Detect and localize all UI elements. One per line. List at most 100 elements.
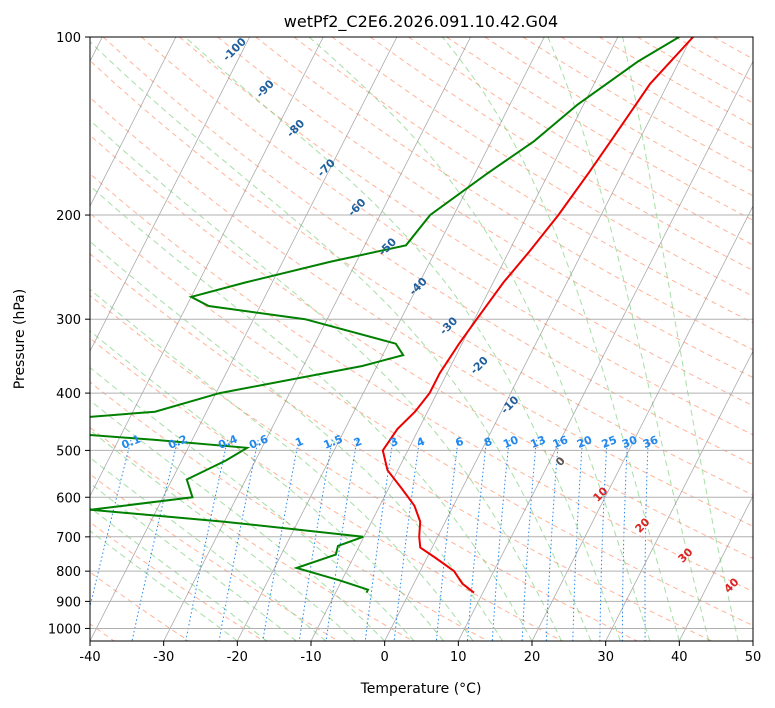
mixing-ratio-label: 16 bbox=[551, 433, 570, 451]
mixing-ratio-label: 13 bbox=[529, 433, 548, 451]
isotherm bbox=[384, 37, 692, 641]
isotherm bbox=[163, 37, 471, 641]
y-tick-label: 200 bbox=[56, 209, 81, 224]
y-tick-label: 900 bbox=[56, 595, 81, 610]
isotherm bbox=[90, 37, 177, 207]
mixing-ratio-line bbox=[545, 439, 559, 641]
plot-area bbox=[90, 37, 753, 641]
dry-adiabat bbox=[713, 37, 753, 60]
dewpoint-profile bbox=[90, 37, 680, 594]
mixing-ratio-label: 8 bbox=[482, 435, 494, 450]
moist-adiabat bbox=[90, 429, 356, 641]
mixing-ratio-line bbox=[325, 439, 358, 641]
dry-adiabat bbox=[751, 37, 753, 39]
y-axis: 100 200 300 400 500 600 700 800 900 1000 bbox=[48, 31, 90, 638]
dry-adiabat bbox=[90, 521, 264, 641]
dry-adiabat-label: -20 bbox=[468, 354, 491, 377]
dry-adiabat-label: -40 bbox=[407, 275, 430, 298]
mixing-ratio-line bbox=[491, 439, 510, 641]
mixing-ratio-line bbox=[364, 439, 394, 641]
dry-adiabat bbox=[90, 134, 753, 560]
x-axis: -40 -30 -20 -10 0 10 20 30 40 50 bbox=[79, 641, 761, 665]
mixing-ratio-line bbox=[393, 439, 420, 641]
dry-adiabat-label: -90 bbox=[254, 77, 277, 100]
y-tick-label: 100 bbox=[56, 31, 81, 46]
moist-adiabat bbox=[90, 366, 415, 641]
dry-adiabat bbox=[90, 253, 712, 641]
x-tick-label: -10 bbox=[300, 650, 321, 665]
line-labels: -100-90-80-70-60-50-40-30-20-10010203040… bbox=[120, 35, 742, 596]
moist-adiabat bbox=[90, 288, 474, 641]
y-tick-label: 300 bbox=[56, 313, 81, 328]
moist-adiabat bbox=[184, 37, 621, 641]
mixing-ratio-label: 0.6 bbox=[247, 432, 270, 451]
moist-adiabat bbox=[90, 240, 503, 641]
mixing-ratio-line bbox=[90, 439, 132, 609]
isotherm bbox=[310, 37, 619, 641]
mixing-ratio-line bbox=[599, 439, 608, 641]
dry-adiabat bbox=[637, 37, 753, 104]
y-axis-label: Pressure (hPa) bbox=[12, 289, 28, 389]
moist-adiabat-label: 10 bbox=[591, 484, 611, 504]
dry-adiabat bbox=[90, 173, 753, 593]
isotherm bbox=[531, 205, 753, 641]
mixing-ratio-label: 0.2 bbox=[166, 432, 189, 451]
moist-adiabat bbox=[90, 482, 297, 641]
isotherm bbox=[678, 495, 753, 641]
moist-adiabat bbox=[90, 506, 268, 641]
mixing-ratio-label: 36 bbox=[641, 433, 660, 451]
mixing-ratio-label: 0.4 bbox=[216, 432, 239, 451]
moist-adiabat bbox=[308, 37, 651, 641]
isotherm bbox=[752, 640, 753, 641]
mixing-ratio-label: 6 bbox=[454, 435, 466, 450]
isotherm bbox=[457, 60, 753, 641]
x-tick-label: 50 bbox=[745, 650, 762, 665]
moist-adiabat bbox=[90, 399, 386, 641]
isotherm bbox=[90, 37, 250, 352]
y-tick-label: 500 bbox=[56, 444, 81, 459]
mixing-ratio-label: 30 bbox=[620, 433, 639, 451]
isotherm bbox=[236, 37, 545, 641]
mixing-ratio-line bbox=[298, 439, 333, 641]
moist-adiabat-label: 20 bbox=[633, 515, 653, 535]
x-tick-label: 30 bbox=[597, 650, 614, 665]
dry-adiabat-label: -30 bbox=[437, 314, 460, 337]
mixing-ratio-line bbox=[218, 439, 259, 641]
dry-adiabat bbox=[293, 37, 753, 324]
moist-adiabat bbox=[622, 37, 739, 641]
dry-adiabat bbox=[90, 381, 488, 641]
moist-adiabat bbox=[90, 530, 238, 641]
mixing-ratio-label: 3 bbox=[388, 435, 400, 450]
temperature-profile bbox=[381, 37, 694, 594]
dry-adiabat bbox=[90, 294, 638, 641]
y-tick-label: 1000 bbox=[48, 623, 81, 638]
dry-adiabat-label: -60 bbox=[345, 196, 368, 219]
y-tick-label: 700 bbox=[56, 531, 81, 546]
chart-title: wetPf2_C2E6.2026.091.10.42.G04 bbox=[284, 12, 558, 32]
mixing-ratio-label: 2 bbox=[352, 435, 364, 450]
x-tick-label: 10 bbox=[450, 650, 467, 665]
dry-adiabat-label: -80 bbox=[284, 117, 307, 140]
dry-adiabat bbox=[255, 37, 753, 351]
x-tick-label: -40 bbox=[79, 650, 100, 665]
moist-adiabat bbox=[90, 330, 444, 641]
x-tick-label: -30 bbox=[153, 650, 174, 665]
mixing-ratio-label: 20 bbox=[575, 433, 594, 451]
mixing-ratio-line bbox=[644, 439, 649, 641]
y-tick-label: 600 bbox=[56, 491, 81, 506]
mixing-ratio-line bbox=[572, 439, 583, 641]
dry-adiabat bbox=[331, 37, 753, 297]
mixing-ratio-label: 1.5 bbox=[322, 432, 345, 451]
dry-adiabat bbox=[484, 37, 753, 197]
dry-adiabat bbox=[90, 212, 753, 627]
dry-adiabat bbox=[90, 96, 753, 527]
moist-adiabat bbox=[90, 185, 533, 641]
moist-adiabat-label: 0 bbox=[553, 454, 568, 469]
dry-adiabat bbox=[90, 473, 339, 641]
mixing-ratio-line bbox=[521, 439, 537, 641]
mixing-ratio-label: 25 bbox=[600, 433, 619, 451]
isotherm bbox=[605, 350, 753, 641]
dry-adiabat-label: -50 bbox=[376, 235, 399, 258]
mixing-ratio-line bbox=[185, 439, 228, 641]
